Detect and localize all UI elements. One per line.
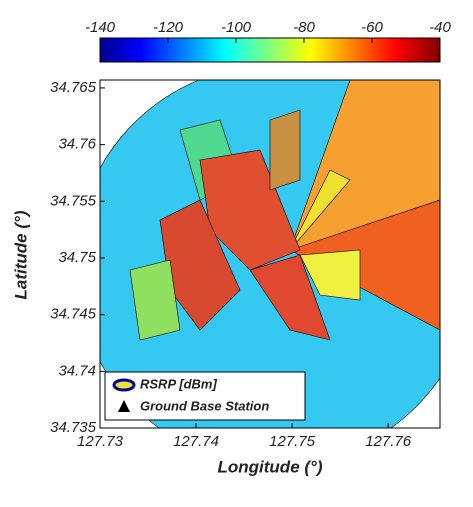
colorbar-tick-label: -60	[361, 19, 383, 36]
x-tick-label: 127.74	[173, 433, 219, 450]
y-tick-label: 34.74	[58, 362, 96, 379]
coverage-map	[100, 80, 440, 428]
y-tick-label: 34.755	[50, 192, 97, 209]
x-axis-title: Longitude (°)	[218, 457, 323, 476]
y-tick-label: 34.765	[50, 79, 97, 96]
colorbar-tick-label: -140	[85, 19, 116, 36]
legend-label: Ground Base Station	[140, 398, 269, 413]
y-tick-label: 34.735	[50, 419, 97, 436]
plot-frame	[99, 79, 441, 429]
x-tick-label: 127.73	[77, 433, 124, 450]
y-axis-title: Latitude (°)	[11, 210, 30, 299]
colorbar-tick-label: -100	[221, 19, 252, 36]
colorbar-tick-label: -80	[293, 19, 315, 36]
colorbar-tick-label: -40	[429, 19, 451, 36]
y-tick-label: 34.76	[58, 136, 96, 153]
x-tick-label: 127.75	[269, 433, 316, 450]
y-tick-label: 34.745	[50, 306, 97, 323]
colorbar-tick-label: -120	[153, 19, 184, 36]
x-tick-label: 127.76	[365, 433, 412, 450]
y-tick-label: 34.75	[58, 249, 96, 266]
legend: RSRP [dBm] Ground Base Station	[104, 371, 306, 421]
legend-label: RSRP [dBm]	[140, 376, 217, 391]
colorbar	[99, 37, 441, 63]
